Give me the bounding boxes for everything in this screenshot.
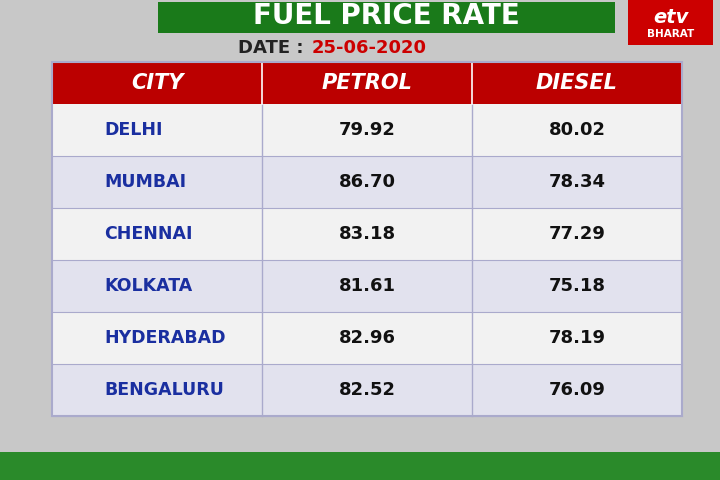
Text: BENGALURU: BENGALURU [104,381,224,399]
Text: 75.18: 75.18 [549,277,606,295]
Text: KOLKATA: KOLKATA [104,277,192,295]
Text: FUEL PRICE RATE: FUEL PRICE RATE [253,2,520,31]
Text: 25-06-2020: 25-06-2020 [312,39,427,57]
Text: DATE :: DATE : [238,39,310,57]
Text: 78.34: 78.34 [549,173,606,191]
Bar [52,62,682,104]
Bar [52,104,682,156]
Bar [52,156,682,208]
Bar [158,2,615,33]
Text: HYDERABAD: HYDERABAD [104,329,225,347]
Bar [52,62,682,416]
Text: 81.61: 81.61 [338,277,395,295]
Text: CHENNAI: CHENNAI [104,225,192,243]
Text: etv: etv [653,8,688,26]
Text: 79.92: 79.92 [338,121,395,139]
Text: BHARAT: BHARAT [647,29,694,39]
Text: PETROL: PETROL [322,73,413,93]
Text: 83.18: 83.18 [338,225,395,243]
Bar [52,260,682,312]
Text: DELHI: DELHI [104,121,163,139]
Text: 86.70: 86.70 [338,173,395,191]
Text: 80.02: 80.02 [549,121,606,139]
Text: MUMBAI: MUMBAI [104,173,186,191]
Text: DIESEL: DIESEL [536,73,618,93]
Text: 82.52: 82.52 [338,381,395,399]
Text: 78.19: 78.19 [549,329,606,347]
Bar [52,312,682,364]
Text: 76.09: 76.09 [549,381,606,399]
Text: 82.96: 82.96 [338,329,395,347]
Bar [0,452,720,480]
Bar [52,208,682,260]
Text: CITY: CITY [131,73,184,93]
Text: 77.29: 77.29 [549,225,606,243]
Bar [628,0,713,45]
Bar [52,364,682,416]
